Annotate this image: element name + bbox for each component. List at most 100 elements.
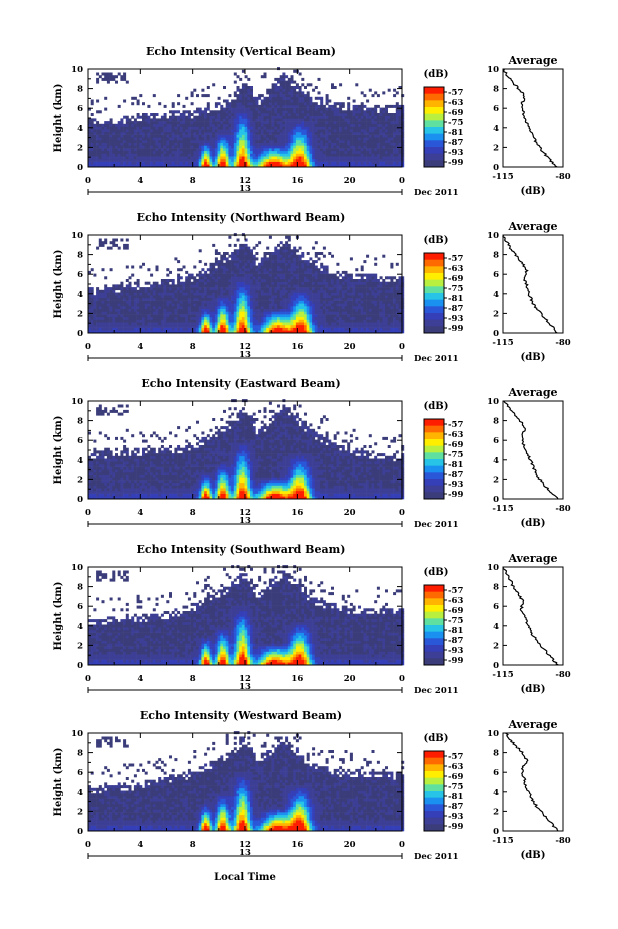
heatmap-cell [142,327,145,331]
heatmap-cell [252,281,256,285]
heatmap-cell [285,330,289,334]
heatmap-cell [274,295,278,299]
heatmap-cell [196,330,199,334]
heatmap-cell [282,311,286,315]
heatmap-cell [341,145,345,149]
heatmap-cell [339,134,343,138]
heatmap-cell [106,319,110,323]
heatmap-cell [358,107,361,111]
heatmap-cell [274,303,278,307]
heatmap-cell [314,137,318,141]
heatmap-cell [344,123,348,127]
heatmap-cell [90,150,94,154]
heatmap-cell [171,311,175,315]
heatmap-cell [312,270,316,274]
heatmap-cell [177,303,181,307]
heatmap-cell [96,121,100,125]
heatmap-cell [228,276,232,280]
heatmap-cell [312,330,316,334]
heatmap-cell [260,161,264,165]
heatmap-cell [306,131,310,135]
heatmap-cell [304,115,307,119]
heatmap-cell [101,158,105,162]
heatmap-cell [322,150,326,154]
heatmap-cell [96,306,100,309]
heatmap-cell [225,311,229,315]
heatmap-cell [182,104,186,108]
heatmap-cell [325,131,329,135]
heatmap-cell [247,115,251,119]
heatmap-cell [101,77,105,81]
heatmap-cell [166,322,170,326]
heatmap-cell [117,123,121,127]
heatmap-cell [163,161,167,165]
heatmap-cell [144,300,148,304]
heatmap-cell [301,262,305,266]
heatmap-cell [185,150,189,154]
heatmap-cell [301,150,305,154]
heatmap-cell [360,91,364,95]
heatmap-cell [150,145,154,149]
heatmap-cell [347,121,351,125]
heatmap-cell [298,273,302,277]
heatmap-cell [379,142,383,146]
heatmap-cell [147,330,151,334]
heatmap-cell [201,297,205,301]
heatmap-cell [142,129,145,133]
heatmap-cell [379,118,383,122]
heatmap-cell [352,121,356,125]
heatmap-cell [331,150,334,154]
heatmap-cell [363,153,367,157]
heatmap-cell [174,118,178,122]
heatmap-cell [209,126,213,130]
heatmap-cell [206,118,210,122]
heatmap-cell [285,129,289,133]
heatmap-cell [247,126,251,130]
heatmap-cell [366,131,370,135]
heatmap-cell [260,99,264,103]
heatmap-cell [206,306,210,309]
heatmap-cell [123,126,127,130]
heatmap-cell [252,279,256,282]
heatmap-cell [301,322,305,326]
heatmap-cell [117,246,121,250]
heatmap-cell [93,273,97,277]
heatmap-cell [209,306,213,309]
heatmap-cell [144,156,148,160]
heatmap-cell [241,289,245,293]
heatmap-cell [309,306,313,309]
heatmap-cell [255,148,259,152]
heatmap-cell [125,145,129,149]
heatmap-cell [255,107,259,111]
heatmap-cell [106,153,110,157]
heatmap-cell [285,292,289,296]
heatmap-cell [244,126,248,130]
heatmap-cell [214,110,218,114]
heatmap-cell [314,102,318,106]
heatmap-cell [233,289,237,293]
heatmap-cell [220,260,224,264]
heatmap-cell [109,316,113,320]
heatmap-cell [306,327,310,331]
heatmap-cell [287,107,291,111]
heatmap-cell [295,83,299,87]
heatmap-cell [304,295,307,299]
heatmap-cell [187,319,191,323]
heatmap-cell [285,295,289,299]
heatmap-cell [287,262,291,266]
heatmap-cell [301,311,305,315]
heatmap-cell [290,121,294,125]
heatmap-cell [171,110,175,114]
heatmap-cell [185,148,189,152]
heatmap-cell [206,287,210,291]
heatmap-cell [169,142,172,146]
heatmap-cell [328,131,332,135]
heatmap-cell [293,88,297,92]
heatmap-cell [139,156,143,160]
heatmap-cell [287,324,291,328]
heatmap-cell [196,319,199,323]
heatmap-cell [255,140,259,143]
heatmap-cell [244,158,248,162]
heatmap-cell [282,314,286,318]
heatmap-cell [401,164,405,168]
